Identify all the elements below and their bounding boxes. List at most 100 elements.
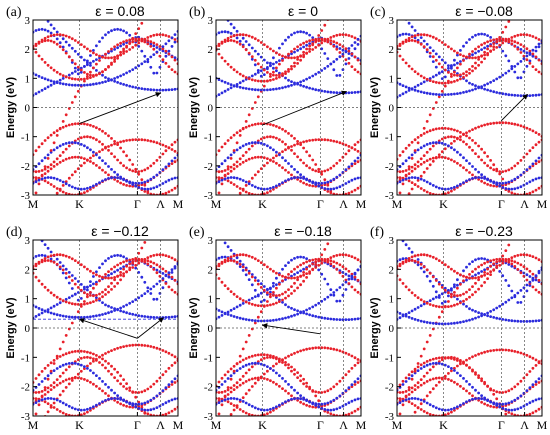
band-point — [253, 257, 257, 261]
band-point — [235, 316, 239, 319]
band-point — [259, 304, 263, 308]
band-point — [232, 163, 236, 167]
band-point — [290, 134, 293, 138]
band-point — [317, 315, 321, 319]
x-tick-label: Γ — [498, 418, 505, 432]
band-point — [443, 81, 447, 85]
band-point — [79, 136, 83, 140]
band-point — [293, 388, 296, 392]
band-point — [525, 47, 529, 51]
band-point — [498, 170, 502, 174]
band-point — [79, 43, 83, 46]
band-point — [302, 310, 305, 313]
band-point — [416, 258, 420, 261]
band-point — [468, 288, 471, 291]
band-point — [232, 259, 236, 263]
band-point — [64, 180, 68, 184]
band-point — [513, 122, 517, 126]
band-point — [70, 350, 74, 354]
band-point — [507, 40, 511, 44]
band-point — [247, 43, 251, 47]
band-point — [40, 258, 44, 262]
band-point — [311, 314, 315, 318]
band-point — [456, 184, 459, 188]
panel-label: (c) — [370, 5, 386, 20]
band-point — [64, 113, 68, 117]
band-point — [275, 161, 278, 165]
band-point — [531, 383, 535, 387]
band-point — [350, 178, 354, 182]
band-point — [167, 411, 171, 415]
band-point — [73, 292, 77, 296]
band-point — [326, 64, 330, 68]
band-point — [437, 356, 441, 360]
band-point — [293, 61, 296, 65]
band-point — [232, 397, 236, 400]
band-point — [443, 356, 447, 360]
band-point — [428, 34, 432, 38]
band-point — [434, 185, 438, 189]
band-point — [492, 268, 496, 272]
band-point — [278, 138, 281, 142]
band-point — [407, 179, 411, 183]
y-tick-label: 1 — [208, 294, 214, 306]
band-point — [64, 352, 68, 356]
band-point — [450, 410, 453, 414]
band-point — [317, 405, 321, 409]
band-point — [278, 46, 281, 50]
band-point — [269, 64, 272, 68]
band-point — [107, 290, 110, 294]
band-point — [299, 30, 302, 34]
band-point — [311, 181, 315, 185]
band-point — [344, 413, 348, 416]
band-point — [104, 178, 107, 181]
band-point — [410, 87, 414, 91]
band-point — [266, 61, 269, 65]
band-point — [244, 120, 248, 123]
band-point — [440, 310, 444, 314]
band-point — [235, 131, 239, 135]
band-point — [425, 33, 429, 37]
band-point — [437, 55, 441, 59]
band-point — [43, 254, 47, 258]
band-point — [537, 133, 541, 136]
band-point — [107, 56, 110, 60]
band-point — [498, 391, 502, 394]
band-point — [269, 287, 272, 291]
band-point — [98, 72, 101, 75]
band-point — [437, 71, 441, 75]
band-point — [128, 268, 132, 272]
band-point — [220, 376, 224, 380]
band-point — [164, 274, 168, 278]
band-point — [37, 373, 41, 377]
band-point — [531, 48, 535, 52]
band-point — [356, 156, 360, 160]
band-point — [434, 357, 438, 360]
band-point — [474, 56, 477, 60]
band-point — [250, 156, 254, 160]
band-point — [416, 160, 420, 164]
band-point — [76, 280, 80, 283]
band-point — [250, 57, 254, 61]
band-point — [34, 191, 38, 195]
band-point — [266, 88, 269, 92]
band-point — [137, 251, 141, 255]
band-point — [86, 355, 89, 359]
band-point — [422, 45, 426, 49]
band-point — [269, 410, 272, 414]
band-point — [465, 159, 468, 163]
band-point — [64, 300, 68, 304]
band-point — [113, 348, 116, 351]
band-point — [501, 261, 505, 265]
band-point — [440, 77, 444, 80]
band-point — [407, 393, 411, 396]
band-point — [465, 41, 468, 44]
band-point — [152, 33, 156, 37]
panel-title: ε = −0.12 — [91, 223, 149, 239]
band-point — [167, 399, 171, 403]
band-point — [483, 33, 486, 36]
band-point — [281, 59, 284, 62]
band-point — [302, 41, 305, 45]
band-point — [338, 253, 342, 257]
band-point — [278, 374, 281, 377]
